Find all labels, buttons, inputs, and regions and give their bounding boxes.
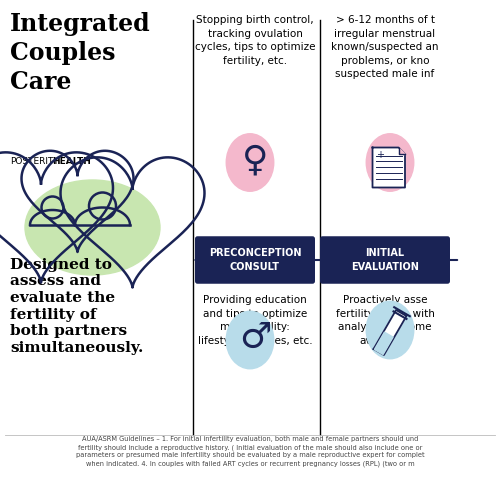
Text: Providing education
and tips to optimize
male fertility:
lifestyle changes, etc.: Providing education and tips to optimize…	[198, 295, 312, 346]
Polygon shape	[398, 148, 405, 154]
Polygon shape	[374, 332, 393, 354]
Text: > 6-12 months of t
irregular menstrual
known/suspected an
problems, or kno
suspe: > 6-12 months of t irregular menstrual k…	[331, 15, 439, 80]
Text: +: +	[376, 150, 384, 160]
Text: Integrated
Couples
Care: Integrated Couples Care	[10, 12, 150, 94]
Ellipse shape	[366, 301, 414, 359]
Text: ♂: ♂	[239, 320, 271, 354]
Text: Designed to
assess and
evaluate the
fertility of
both partners
simultaneously.: Designed to assess and evaluate the fert…	[10, 258, 143, 355]
Text: Stopping birth control,
tracking ovulation
cycles, tips to optimize
fertility, e: Stopping birth control, tracking ovulati…	[195, 15, 316, 66]
Ellipse shape	[226, 311, 274, 369]
FancyBboxPatch shape	[320, 236, 450, 284]
Text: Proactively asse
fertility status with
analysis. At-home
available.: Proactively asse fertility status with a…	[336, 295, 434, 346]
Text: ♀: ♀	[242, 143, 268, 177]
Polygon shape	[374, 310, 406, 355]
Polygon shape	[372, 148, 405, 188]
Text: HEALTH: HEALTH	[52, 158, 92, 166]
Text: POSTERITY: POSTERITY	[10, 158, 59, 166]
Ellipse shape	[226, 134, 274, 191]
FancyBboxPatch shape	[195, 236, 315, 284]
Text: AUA/ASRM Guidelines – 1. For initial infertility evaluation, both male and femal: AUA/ASRM Guidelines – 1. For initial inf…	[76, 436, 424, 467]
Ellipse shape	[366, 134, 414, 191]
Ellipse shape	[25, 180, 160, 275]
Text: PRECONCEPTION
CONSULT: PRECONCEPTION CONSULT	[209, 248, 301, 272]
Text: INITIAL
EVALUATION: INITIAL EVALUATION	[351, 248, 419, 272]
